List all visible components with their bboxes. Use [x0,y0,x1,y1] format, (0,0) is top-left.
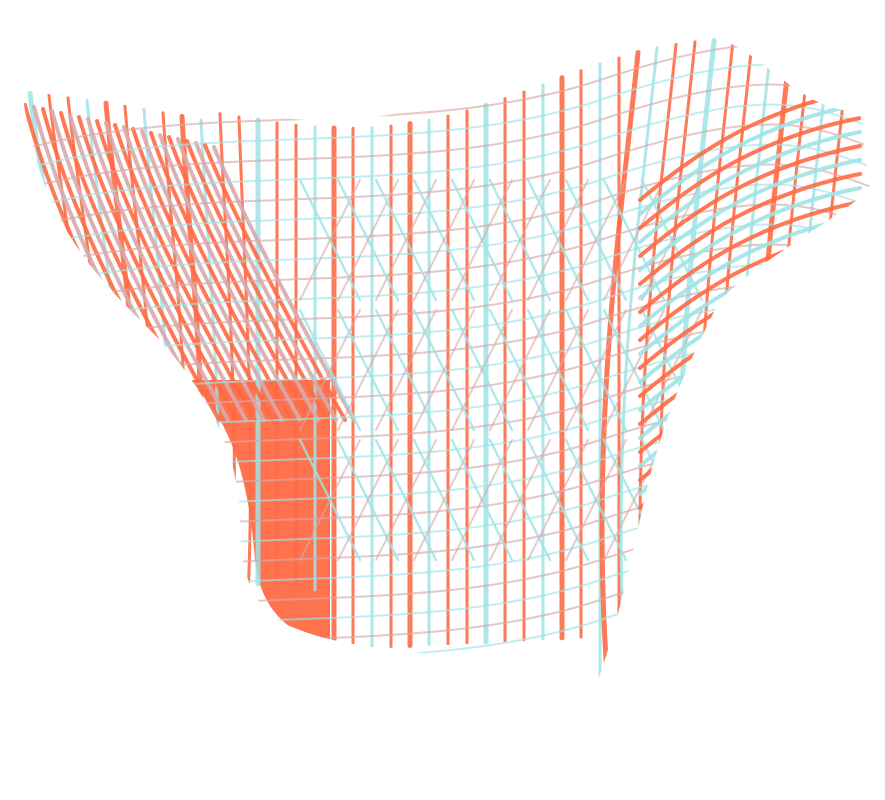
brace-line [413,439,475,561]
fin-line [638,424,862,538]
fin-line [638,452,862,566]
ring-line [22,143,870,251]
brace-line [375,439,437,561]
left-strip-line [167,135,311,422]
fin-line [638,130,862,244]
left-strip-line [131,127,275,422]
brace-line [337,309,399,431]
brace-line [489,309,551,431]
brace-line [299,309,361,431]
ring-line [22,103,870,211]
fin-line [638,186,862,300]
brace-line [489,439,551,561]
brace-line [451,439,513,561]
fin-line [638,158,862,272]
brace-line [375,309,437,431]
fin-line [638,200,862,314]
brace-line [527,309,589,431]
brace-line [565,439,627,561]
fin-line [638,494,862,608]
fin-line [638,620,862,734]
fin-line [638,592,862,706]
fin-line [638,172,862,286]
left-strip-line [149,131,293,422]
left-strip-line [194,141,338,422]
brace-line [451,179,513,301]
fin-line [638,508,862,622]
brace-line [337,179,399,301]
left-strip-line [104,121,248,422]
fin-line [638,550,862,664]
brace-line [413,309,475,431]
fin-line [638,578,862,692]
left-strip-line [176,137,320,422]
brace-line [489,179,551,301]
fin-line [638,466,862,580]
brace-line [527,439,589,561]
fin-line [638,144,862,258]
left-strip-line [113,123,257,422]
left-strip-line [158,133,302,422]
fin-line [638,102,862,216]
left-strip-line [185,139,329,422]
brace-line [603,439,665,561]
fin-line [638,480,862,594]
left-strip-line [203,143,347,422]
rib-line [619,46,659,693]
brace-line [299,439,361,561]
brace-line [451,309,513,431]
rib-line [599,49,641,691]
brace-line [375,179,437,301]
brace-line [565,179,627,301]
fin-line [638,396,862,510]
brace-line [603,179,665,301]
left-strip-line [122,125,266,422]
diagonal-braces [298,178,704,562]
ring-line [22,203,870,311]
fin-line [638,564,862,678]
brace-line [299,179,361,301]
ring-line [22,183,870,291]
fin-line [638,116,862,230]
fin-line [638,606,862,720]
left-strip-line [212,145,356,422]
fin-line [638,522,862,636]
brace-line [413,179,475,301]
brace-line [337,439,399,561]
brace-line [565,309,627,431]
brace-line [527,179,589,301]
fin-line [638,634,862,748]
fin-line [638,410,862,524]
fin-line [638,438,862,552]
fin-line [638,536,862,650]
